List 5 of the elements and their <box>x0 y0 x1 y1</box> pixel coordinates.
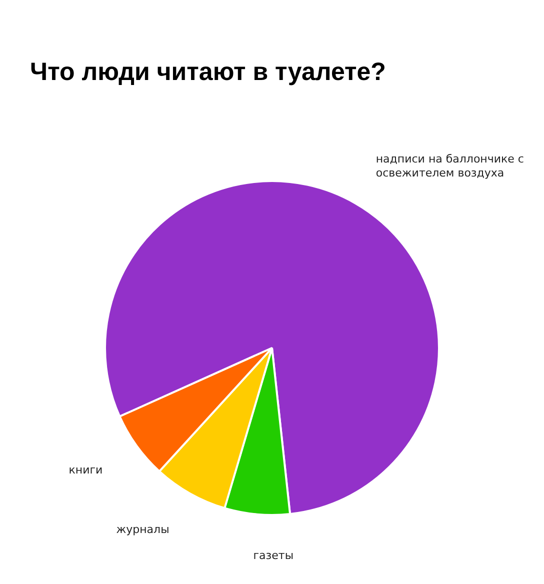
slice-label: газеты <box>253 549 294 562</box>
slice-label: журналы <box>116 522 170 536</box>
slice-label: книги <box>68 463 103 476</box>
chart-title: Что люди читают в туалете? <box>30 58 386 87</box>
slice-label: надписи на баллончике с освежителем воздуха <box>376 152 524 180</box>
